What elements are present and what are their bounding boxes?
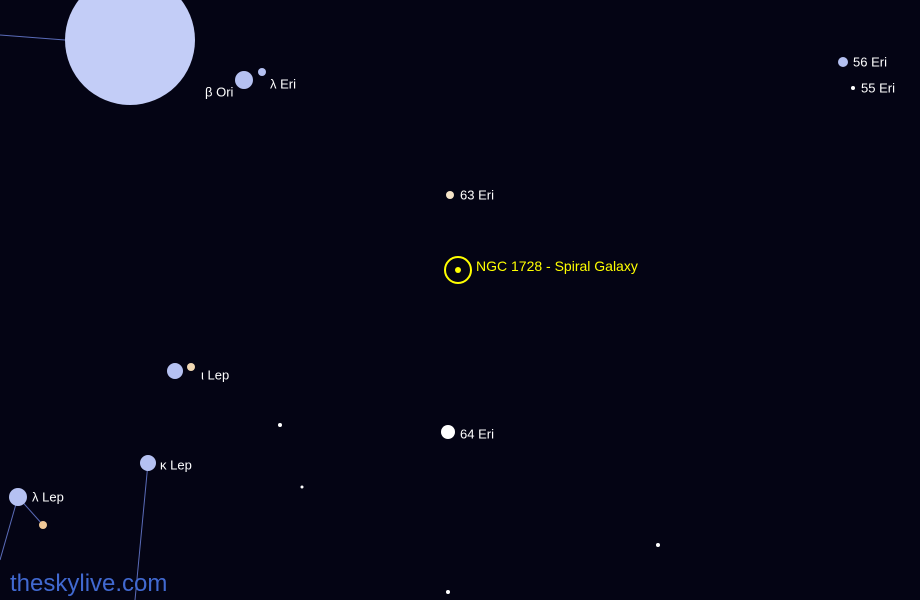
star-faint-2 <box>301 486 304 489</box>
star-label-iota-lep-b: ι Lep <box>201 368 229 383</box>
star-label-63-eri: 63 Eri <box>460 188 494 203</box>
star-label-beta-ori: β Ori <box>205 85 233 100</box>
star-faint-1 <box>278 423 282 427</box>
star-label-lambda-lep: λ Lep <box>32 490 64 505</box>
star-64-eri <box>441 425 455 439</box>
star-iota-lep-a <box>167 363 183 379</box>
star-55-eri <box>851 86 855 90</box>
star-63-eri <box>446 191 454 199</box>
star-iota-lep-b <box>187 363 195 371</box>
star-label-lambda-eri-b: λ Eri <box>270 77 296 92</box>
star-faint-4 <box>656 543 660 547</box>
star-lambda-eri-a <box>235 71 253 89</box>
star-label-64-eri: 64 Eri <box>460 427 494 442</box>
star-lambda-lep <box>9 488 27 506</box>
star-56-eri <box>838 57 848 67</box>
watermark: theskylive.com <box>10 570 167 598</box>
star-kappa-lep <box>140 455 156 471</box>
star-label-55-eri: 55 Eri <box>861 81 895 96</box>
star-lambda-eri-b <box>258 68 266 76</box>
star-faint-5 <box>446 590 450 594</box>
target-label: NGC 1728 - Spiral Galaxy <box>476 258 638 274</box>
star-faint-3 <box>39 521 47 529</box>
star-label-56-eri: 56 Eri <box>853 55 887 70</box>
star-label-kappa-lep: κ Lep <box>160 458 192 473</box>
star-beta-ori <box>65 0 195 105</box>
target-dot <box>455 267 461 273</box>
